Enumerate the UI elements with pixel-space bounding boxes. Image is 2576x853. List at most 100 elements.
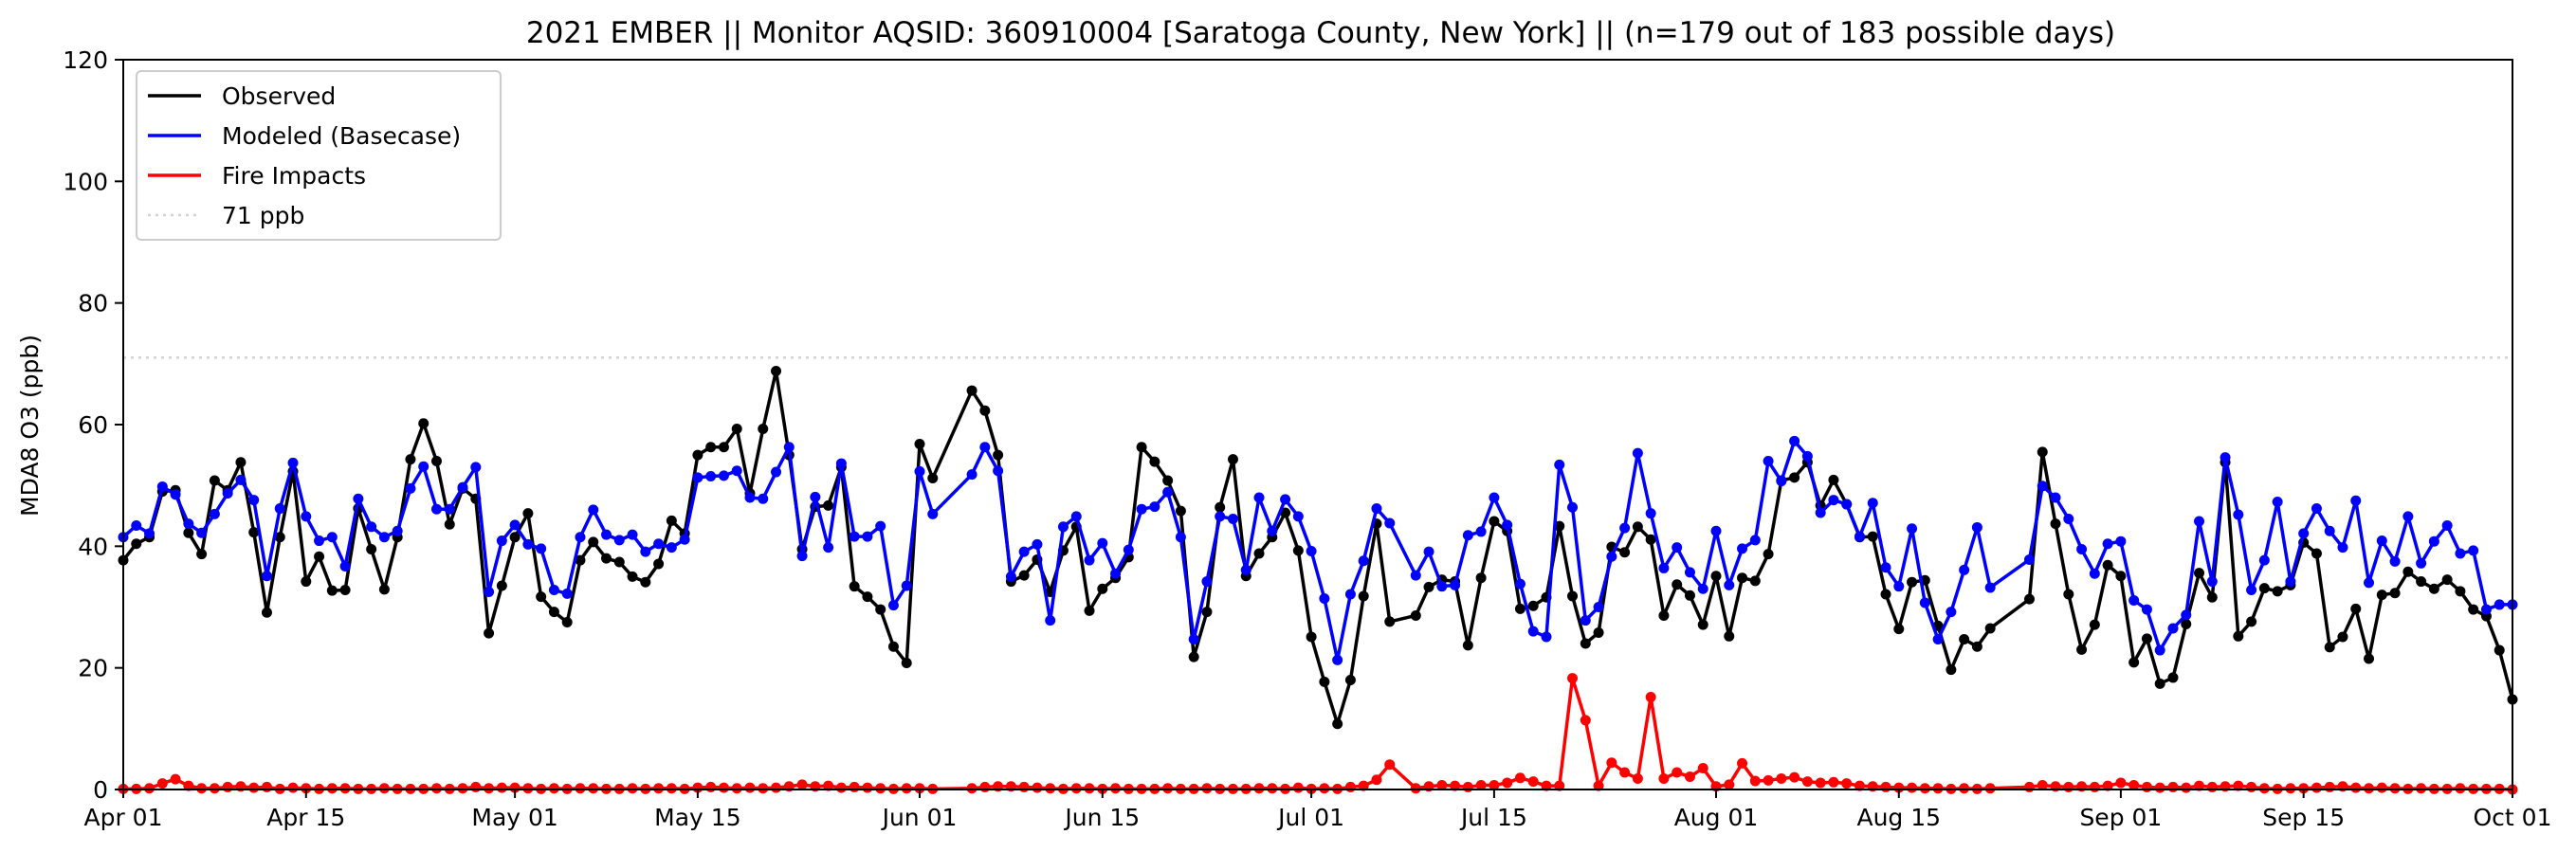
data-point-fire-impacts [1854, 780, 1865, 791]
data-point-fire-impacts [1645, 691, 1656, 702]
data-point-observed [627, 571, 638, 582]
data-point-observed [366, 544, 377, 555]
data-point-fire-impacts [914, 783, 925, 794]
data-point-fire-impacts [1841, 778, 1853, 789]
data-point-fire-impacts [1672, 767, 1683, 778]
data-point-observed [484, 627, 495, 639]
data-point-modeled-basecase [209, 508, 220, 519]
data-point-fire-impacts [2181, 782, 2192, 793]
data-point-modeled-basecase [1436, 581, 1448, 592]
data-point-fire-impacts [1541, 780, 1552, 791]
data-point-modeled-basecase [1567, 501, 1579, 513]
data-point-observed [2350, 603, 2362, 614]
data-point-fire-impacts [1344, 781, 1356, 792]
data-point-observed [418, 418, 429, 429]
data-point-observed [2194, 568, 2205, 579]
data-point-fire-impacts [2376, 782, 2387, 793]
data-point-fire-impacts [575, 783, 586, 794]
data-point-fire-impacts [2258, 783, 2270, 794]
data-point-fire-impacts [248, 782, 260, 793]
data-point-modeled-basecase [170, 489, 181, 500]
data-point-observed [1828, 474, 1839, 485]
data-point-observed [1384, 616, 1396, 627]
data-point-modeled-basecase [1946, 607, 1957, 618]
data-point-modeled-basecase [1319, 593, 1330, 605]
data-point-modeled-basecase [2468, 545, 2479, 556]
data-point-fire-impacts [1502, 777, 1513, 789]
data-point-observed [1697, 619, 1708, 630]
data-point-modeled-basecase [1514, 578, 1526, 590]
data-point-modeled-basecase [522, 538, 534, 550]
data-point-modeled-basecase [418, 461, 429, 472]
data-point-fire-impacts [1593, 780, 1604, 791]
data-point-observed [2494, 644, 2505, 656]
data-point-observed [666, 515, 677, 526]
data-point-observed [2141, 633, 2152, 644]
data-point-observed [1097, 583, 1108, 594]
data-point-observed [2102, 559, 2113, 571]
data-point-modeled-basecase [314, 535, 325, 547]
data-point-fire-impacts [2389, 783, 2401, 794]
data-point-fire-impacts [2298, 783, 2310, 794]
x-tick-label: Jul 15 [1459, 804, 1527, 831]
data-point-observed [339, 585, 351, 596]
data-point-fire-impacts [666, 783, 677, 794]
data-point-fire-impacts [1815, 777, 1826, 789]
data-point-modeled-basecase [1749, 535, 1761, 546]
data-point-modeled-basecase [914, 465, 925, 477]
y-tick-label: 100 [63, 168, 108, 195]
data-point-modeled-basecase [2285, 576, 2296, 588]
data-point-modeled-basecase [862, 531, 873, 542]
data-point-observed [1489, 516, 1500, 527]
data-point-fire-impacts [1267, 783, 1278, 794]
data-point-modeled-basecase [1344, 589, 1356, 600]
data-point-fire-impacts [1436, 780, 1448, 791]
data-point-fire-impacts [209, 783, 220, 794]
data-point-modeled-basecase [1789, 435, 1800, 446]
data-point-modeled-basecase [1371, 503, 1382, 515]
x-tick-label: Aug 01 [1674, 804, 1759, 831]
data-point-modeled-basecase [2441, 520, 2453, 532]
data-point-fire-impacts [548, 783, 559, 794]
data-point-modeled-basecase [1606, 551, 1617, 562]
data-point-fire-impacts [484, 783, 495, 794]
data-point-modeled-basecase [405, 482, 416, 494]
data-point-observed [1306, 631, 1317, 643]
plot-area: 0 20 40 60 80 100 120 Apr 01 Apr 15 May 01 May 15 J… [63, 46, 2551, 831]
data-point-modeled-basecase [744, 492, 756, 503]
data-point-observed [2023, 593, 2035, 605]
data-point-observed [1984, 623, 1996, 634]
data-point-modeled-basecase [1462, 530, 1473, 541]
data-point-modeled-basecase [588, 504, 599, 516]
data-point-fire-impacts [2455, 783, 2466, 794]
data-point-observed [1253, 548, 1265, 559]
data-point-fire-impacts [1737, 757, 1748, 769]
data-point-observed [196, 549, 208, 560]
data-point-modeled-basecase [1971, 521, 1982, 533]
data-point-modeled-basecase [1136, 503, 1147, 515]
data-point-fire-impacts [2023, 781, 2035, 792]
data-point-modeled-basecase [575, 532, 586, 543]
data-point-observed [653, 558, 665, 570]
data-point-fire-impacts [1201, 783, 1213, 794]
data-point-fire-impacts [1567, 673, 1579, 684]
data-point-modeled-basecase [536, 543, 547, 554]
data-point-modeled-basecase [1919, 597, 1930, 608]
data-point-fire-impacts [1489, 780, 1500, 791]
legend-label-modeled-basecase: Modeled (Basecase) [222, 122, 461, 150]
data-point-modeled-basecase [2324, 525, 2335, 536]
data-point-observed [1867, 531, 1878, 542]
data-point-fire-impacts [2063, 781, 2074, 792]
data-point-observed [966, 385, 977, 396]
x-tick-label: Aug 15 [1856, 804, 1941, 831]
data-point-observed [1162, 475, 1174, 486]
data-point-observed [1084, 605, 1095, 616]
data-point-fire-impacts [2167, 781, 2179, 792]
data-point-observed [1593, 626, 1604, 638]
data-point-observed [1358, 590, 1369, 602]
data-point-fire-impacts [1724, 779, 1735, 790]
data-point-modeled-basecase [783, 442, 795, 453]
data-point-observed [2468, 604, 2479, 615]
x-tick-label: May 15 [654, 804, 740, 831]
data-point-observed [248, 527, 260, 538]
